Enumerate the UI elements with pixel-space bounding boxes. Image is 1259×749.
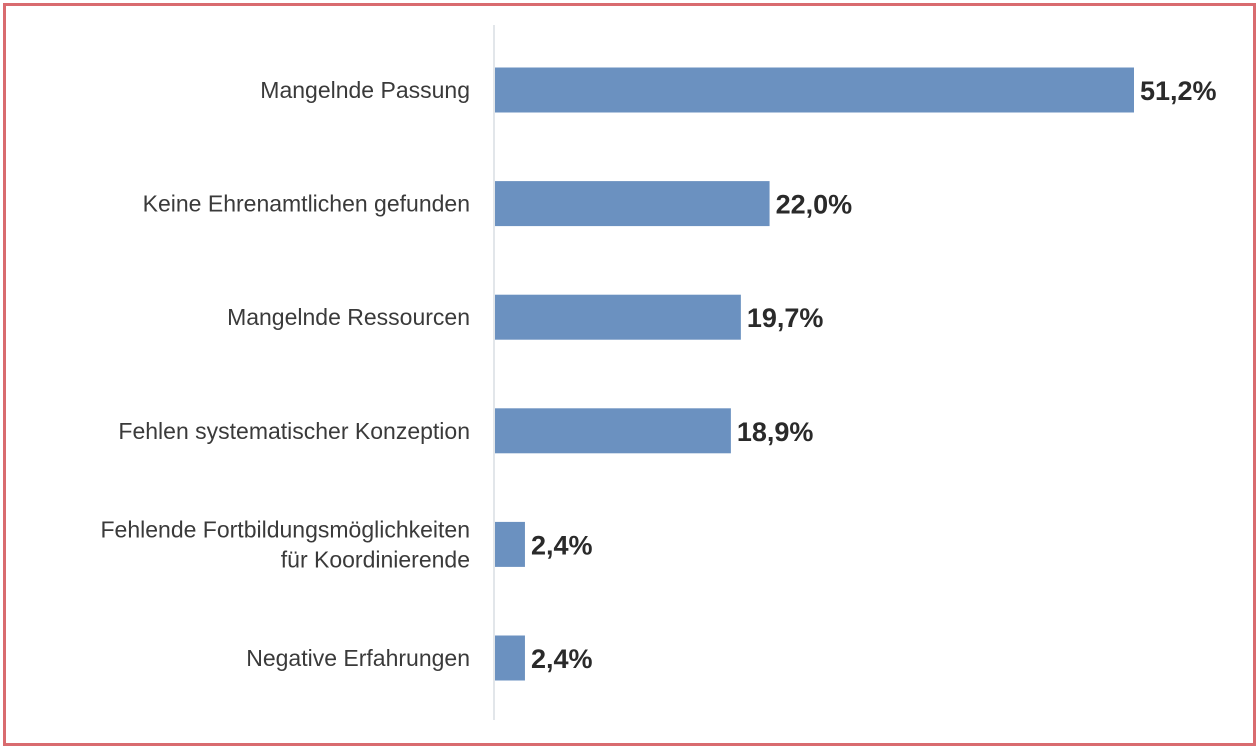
- chart-frame: [3, 3, 1256, 746]
- category-label-2: Mangelnde Ressourcen: [227, 304, 470, 330]
- category-label-5: Negative Erfahrungen: [246, 645, 470, 671]
- bar-3: [495, 408, 731, 454]
- value-label-4: 2,4%: [531, 530, 593, 560]
- bar-1: [495, 181, 770, 227]
- category-label-1: Keine Ehrenamtlichen gefunden: [143, 191, 470, 217]
- value-label-5: 2,4%: [531, 644, 593, 674]
- bar-4: [495, 521, 525, 567]
- category-label-3: Fehlen systematischer Konzeption: [118, 418, 470, 444]
- category-label-4-line-0: Fehlende Fortbildungsmöglichkeiten: [101, 516, 471, 542]
- value-label-0: 51,2%: [1140, 76, 1217, 106]
- bar-5: [495, 635, 525, 681]
- value-label-2: 19,7%: [747, 303, 824, 333]
- value-label-3: 18,9%: [737, 417, 814, 447]
- category-label-4-line-1: für Koordinierende: [281, 546, 470, 572]
- bar-2: [495, 294, 741, 340]
- category-label-0: Mangelnde Passung: [260, 77, 470, 103]
- value-label-1: 22,0%: [776, 190, 853, 220]
- bar-0: [495, 67, 1134, 113]
